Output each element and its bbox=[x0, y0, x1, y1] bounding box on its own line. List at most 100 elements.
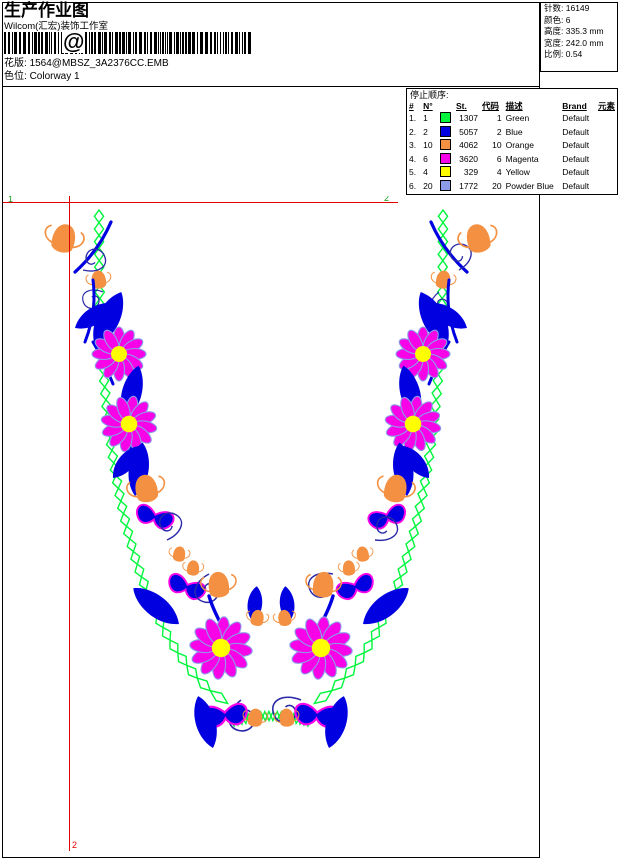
cell-index: 6. bbox=[409, 180, 417, 191]
sheet-header: 生产作业图 Wilcom(汇宏)装饰工作室 bbox=[4, 2, 404, 33]
barcode-gap bbox=[127, 32, 128, 54]
cell-description: Green bbox=[505, 113, 530, 123]
barcode-bar bbox=[160, 32, 161, 54]
cell-number: 4 bbox=[423, 167, 428, 178]
barcode-gap bbox=[157, 32, 158, 54]
cell-element bbox=[596, 180, 617, 194]
barcode-gap bbox=[168, 32, 169, 54]
leaf bbox=[194, 696, 217, 748]
cell-element bbox=[596, 126, 617, 140]
thread-color-swatch bbox=[439, 125, 451, 137]
cell-element bbox=[596, 139, 617, 153]
table-row[interactable]: 1. 1 1307 1 Green Default bbox=[407, 112, 617, 126]
barcode-bar bbox=[4, 32, 6, 54]
stat-row: 宽度: 242.0 mm bbox=[541, 38, 617, 50]
barcode-bar bbox=[109, 32, 111, 54]
leaf bbox=[133, 588, 179, 625]
barcode-bar bbox=[223, 32, 224, 54]
scroll-flourish bbox=[159, 512, 183, 541]
stat-value: 16149 bbox=[565, 3, 590, 13]
col-stitches: St. bbox=[456, 101, 467, 111]
barcode-gap bbox=[224, 32, 225, 54]
tulip-bud bbox=[44, 224, 85, 253]
table-row[interactable]: 2. 2 5057 2 Blue Default bbox=[407, 125, 617, 140]
stat-label: 高度: bbox=[544, 26, 566, 37]
barcode-gap bbox=[227, 32, 228, 54]
col-brand: Brand bbox=[562, 101, 587, 111]
butterfly-motif bbox=[136, 503, 175, 530]
barcode-bar bbox=[104, 32, 107, 54]
scroll-flourish bbox=[449, 243, 472, 271]
barcode-gap bbox=[17, 32, 19, 54]
daisy-flower bbox=[395, 326, 451, 382]
stem bbox=[446, 278, 459, 344]
barcode-gap bbox=[37, 32, 38, 54]
barcode-gap bbox=[134, 32, 135, 54]
stat-row: 比例: 0.54 bbox=[541, 49, 617, 61]
barcode-bar bbox=[176, 32, 179, 54]
barcode-gap bbox=[131, 32, 133, 54]
cell-index: 5. bbox=[409, 167, 417, 178]
barcode-gap bbox=[198, 32, 200, 54]
cell-code: 2 bbox=[496, 126, 502, 137]
thread-color-swatch bbox=[439, 179, 451, 191]
barcode-gap bbox=[40, 32, 41, 54]
stat-row: 针数: 16149 bbox=[541, 3, 617, 15]
cell-code: 4 bbox=[496, 167, 502, 178]
scroll-flourish bbox=[374, 516, 399, 542]
cell-index: 3. bbox=[409, 140, 417, 151]
barcode-gap bbox=[121, 32, 122, 54]
barcode-bar bbox=[34, 32, 37, 54]
barcode-bar bbox=[119, 32, 121, 54]
barcode-gap bbox=[159, 32, 160, 54]
barcode-bar bbox=[147, 32, 148, 54]
barcode-gap bbox=[56, 32, 58, 54]
barcode-gap bbox=[50, 32, 51, 54]
barcode-bar bbox=[91, 32, 93, 54]
barcode-bar bbox=[239, 32, 240, 54]
barcode-bar bbox=[242, 32, 243, 54]
barcode-gap bbox=[6, 32, 8, 54]
cell-description: Powder Blue bbox=[505, 180, 554, 191]
table-row[interactable]: 3. 10 4062 10 Orange Default bbox=[407, 139, 617, 153]
cell-swatch bbox=[438, 166, 454, 180]
barcode-gap bbox=[175, 32, 176, 54]
barcode-gap bbox=[238, 32, 239, 54]
barcode-gap bbox=[246, 32, 248, 54]
tulip-bud bbox=[430, 270, 457, 289]
cell-swatch bbox=[438, 112, 454, 126]
cell-element bbox=[596, 153, 617, 167]
col-code: 代码 bbox=[482, 101, 500, 111]
cell-number: 2 bbox=[423, 126, 428, 137]
barcode-bar bbox=[98, 32, 101, 54]
barcode-gap bbox=[111, 32, 112, 54]
design-frame-border bbox=[2, 2, 540, 858]
barcode-bar bbox=[210, 32, 212, 54]
barcode-bar bbox=[23, 32, 26, 54]
cell-element bbox=[596, 112, 617, 126]
cell-index: 1. bbox=[409, 113, 417, 123]
barcode-bar bbox=[41, 32, 43, 54]
barcode-gap bbox=[233, 32, 235, 54]
barcode-bar bbox=[205, 32, 208, 54]
thread-color-swatch bbox=[439, 139, 451, 151]
leaf bbox=[427, 302, 467, 329]
stat-row: 高度: 335.3 mm bbox=[541, 26, 617, 38]
barcode-bar bbox=[225, 32, 227, 54]
cell-code: 20 bbox=[492, 180, 502, 191]
tulip-bud bbox=[126, 474, 166, 503]
barcode-bar bbox=[169, 32, 172, 54]
cell-number: 6 bbox=[423, 153, 428, 164]
barcode-gap bbox=[87, 32, 89, 54]
color-panel-title: 停止顺序: bbox=[410, 90, 449, 100]
table-row[interactable]: 4. 6 3620 6 Magenta Default bbox=[407, 152, 617, 167]
design-stats-panel: 针数: 16149 颜色: 6 高度: 335.3 mm 宽度: 242.0 mm 比例… bbox=[541, 3, 617, 61]
table-row[interactable]: 6. 20 1772 20 Powder Blue Default bbox=[407, 179, 617, 194]
cell-stitches: 1307 bbox=[459, 113, 479, 123]
table-row[interactable]: 5. 4 329 4 Yellow Default bbox=[407, 166, 617, 180]
stem bbox=[73, 220, 113, 274]
color-sequence-table: # N° St. 代码 描述 Brand 元素 1. 1 1307 1 Green Def… bbox=[407, 101, 617, 194]
barcode-gap bbox=[101, 32, 102, 54]
barcode-gap bbox=[43, 32, 45, 54]
table-header-row: # N° St. 代码 描述 Brand 元素 bbox=[407, 101, 617, 112]
